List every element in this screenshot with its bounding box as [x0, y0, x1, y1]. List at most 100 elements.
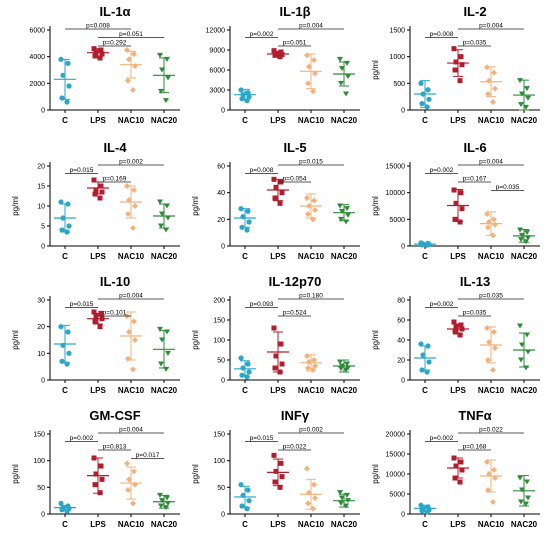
p-value-label: p=0.002 [430, 435, 454, 442]
y-tick-label: 10000 [386, 190, 406, 197]
data-point-lps [99, 476, 105, 482]
data-point-nac20 [157, 199, 163, 205]
y-tick-label: 50 [217, 485, 225, 492]
data-point-nac10 [305, 500, 311, 507]
y-tick-label: 2000 [29, 81, 45, 88]
x-category-label: LPS [270, 252, 286, 261]
y-tick-label: 20 [37, 164, 45, 171]
data-point-nac10 [125, 211, 131, 217]
y-tick-label: 500 [393, 81, 405, 88]
data-point-nac10 [305, 211, 311, 217]
data-point-c [424, 369, 430, 375]
data-point-lps [93, 471, 99, 477]
data-point-c [246, 219, 252, 225]
y-tick-label: 0 [221, 244, 225, 251]
data-point-c [66, 223, 72, 229]
y-tick-label: 12000 [206, 28, 226, 35]
data-point-c [59, 227, 65, 233]
data-point-c [65, 329, 71, 335]
panel-title: IL-12p70 [269, 274, 322, 289]
p-value-label: p=0.002 [119, 159, 143, 166]
data-point-nac10 [131, 468, 137, 475]
y-tick-label: 15000 [386, 164, 406, 171]
x-category-label: NAC20 [331, 520, 358, 529]
data-point-lps [459, 62, 465, 68]
x-category-label: LPS [270, 116, 286, 125]
p-value-label: p=0.002 [430, 167, 454, 174]
data-point-lps [98, 463, 104, 469]
data-point-nac20 [158, 503, 164, 509]
data-point-nac20 [525, 349, 531, 355]
y-tick-label: 0 [401, 108, 405, 115]
data-point-nac20 [158, 88, 164, 94]
y-tick-label: 10 [37, 204, 45, 211]
data-point-lps [459, 206, 465, 212]
data-point-c [420, 352, 426, 358]
panel-5: IL-5 pg/ml 0 20 40 60 C LPS NAC10 NAC20 p=0.015 p=0… [191, 140, 360, 261]
x-category-label: LPS [90, 520, 106, 529]
data-point-lps [97, 490, 103, 496]
panel-title: GM-CSF [89, 408, 140, 423]
panel-title: IL-6 [463, 140, 486, 155]
panel-4: IL-4 pg/ml 0 5 10 15 20 C LPS NAC10 NAC20 p=0.002 p=… [11, 140, 180, 261]
data-point-nac10 [491, 329, 497, 335]
data-point-c [238, 87, 244, 93]
p-value-label: p=0.017 [136, 452, 160, 459]
y-axis-label: pg/ml [191, 196, 200, 216]
panel-12: TNFα pg/ml 0 5000 10000 15000 20000 C LPS NAC10 NA… [371, 408, 540, 529]
data-point-lps [457, 219, 463, 225]
data-point-c [246, 369, 252, 375]
data-point-lps [279, 190, 285, 196]
x-category-label: NAC20 [151, 116, 178, 125]
p-value-label: p=0.167 [463, 176, 487, 183]
y-tick-label: 0 [221, 378, 225, 385]
p-value-label: p=0.051 [119, 31, 143, 38]
y-axis-label: pg/ml [371, 464, 380, 484]
data-point-lps [457, 332, 463, 338]
data-point-lps [271, 48, 277, 54]
data-point-c [245, 90, 251, 96]
data-point-nac20 [517, 227, 523, 233]
data-point-nac10 [310, 88, 316, 95]
data-point-lps [93, 49, 99, 55]
data-point-nac20 [518, 102, 524, 108]
p-value-label: p=0.004 [299, 23, 323, 30]
x-category-label: C [242, 386, 248, 395]
data-point-lps [451, 46, 457, 52]
data-point-nac20 [338, 216, 344, 222]
data-point-lps [278, 341, 284, 347]
data-point-nac10 [131, 187, 137, 193]
y-axis-label: pg/ml [191, 330, 200, 350]
y-tick-label: 80 [397, 298, 405, 305]
y-tick-label: 100 [33, 458, 45, 465]
y-tick-label: 40 [217, 190, 225, 197]
data-point-lps [273, 184, 279, 190]
data-point-nac10 [305, 80, 311, 87]
data-point-c [65, 60, 71, 66]
data-point-lps [91, 309, 97, 315]
y-tick-label: 9000 [209, 48, 225, 55]
data-point-nac10 [125, 487, 131, 493]
y-tick-label: 20 [217, 217, 225, 224]
panel-10: GM-CSF pg/ml 0 50 100 150 C LPS NAC10 NAC20 p=0.00… [11, 408, 180, 529]
panel-11: INFγ pg/ml 0 50 100 150 C LPS NAC10 NAC20 p=0.002 p… [191, 408, 360, 529]
data-point-lps [278, 460, 284, 466]
data-point-lps [272, 365, 278, 371]
p-value-label: p=0.035 [496, 184, 520, 191]
data-point-lps [457, 479, 463, 485]
y-tick-label: 5 [41, 224, 45, 231]
data-point-nac20 [337, 56, 343, 62]
p-value-label: p=0.008 [250, 167, 274, 174]
data-point-nac20 [525, 235, 531, 241]
p-value-label: p=0.054 [283, 176, 307, 183]
data-point-lps [278, 49, 284, 55]
y-tick-label: 150 [33, 432, 45, 439]
y-axis-label: pg/ml [11, 464, 20, 484]
panel-3: IL-2 pg/ml 0 500 1000 1500 C LPS NAC10 NAC20 p=0.0… [371, 4, 540, 125]
data-point-nac10 [131, 51, 137, 57]
data-point-nac10 [490, 99, 496, 105]
y-axis-label: pg/ml [371, 330, 380, 350]
x-category-label: C [62, 386, 68, 395]
x-category-label: NAC10 [118, 386, 145, 395]
